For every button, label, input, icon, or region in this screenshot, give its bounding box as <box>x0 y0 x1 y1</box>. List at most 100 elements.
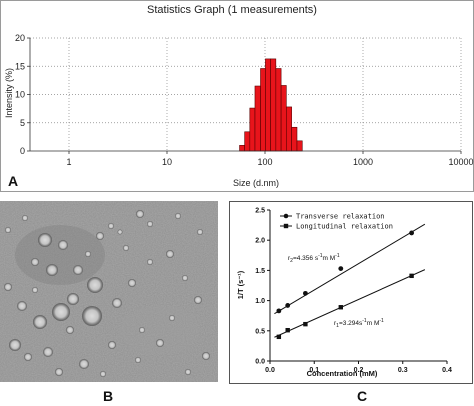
relaxivity-ytick-2: 1.0 <box>255 298 265 305</box>
particle-21 <box>147 259 153 265</box>
panel-label-c: C <box>357 388 367 404</box>
particle-19 <box>112 298 122 308</box>
dls-x-tick-labels: 1 10 100 1000 10000 <box>66 157 473 167</box>
particle-0 <box>38 233 52 247</box>
particle-1 <box>58 240 68 250</box>
dls-axes <box>27 37 462 154</box>
legend-circle-marker <box>283 213 289 219</box>
dls-x-axis-label: Size (d.nm) <box>233 178 279 188</box>
relaxivity-x-axis-label: Concentration (mM) <box>307 369 378 378</box>
tem-micrograph <box>0 201 218 382</box>
particle-14 <box>17 301 27 311</box>
dls-ytick-1: 5 <box>20 118 25 128</box>
dls-xtick-2: 100 <box>257 157 272 167</box>
relaxivity-xtick-3: 0.3 <box>398 367 408 374</box>
point-longitudinal-0 <box>276 334 282 340</box>
particle-16 <box>24 353 32 361</box>
particle-23 <box>182 275 188 281</box>
legend-square-marker <box>283 223 289 229</box>
relaxivity-xtick-0: 0.0 <box>265 367 275 374</box>
particle-36 <box>185 369 191 375</box>
particle-13 <box>33 315 47 329</box>
particle-8 <box>46 264 58 276</box>
point-longitudinal-3 <box>338 305 343 310</box>
particle-4 <box>136 210 144 218</box>
dls-bar-8 <box>280 85 287 152</box>
particle-28 <box>108 341 116 349</box>
point-longitudinal-4 <box>409 273 414 279</box>
dls-gridlines <box>30 37 462 151</box>
particle-40 <box>139 327 145 333</box>
point-transverse-1 <box>285 303 291 308</box>
particle-34 <box>197 229 203 235</box>
point-transverse-0 <box>276 308 282 314</box>
particle-12 <box>52 303 70 321</box>
particle-24 <box>194 296 202 304</box>
relaxivity-legend: Transverse relaxation Longitudinal relax… <box>280 213 393 231</box>
dls-chart-title: Statistics Graph (1 measurements) <box>147 4 317 16</box>
dls-bar-0 <box>239 145 245 152</box>
r1-annotation: r1=3.294s-1m M-1 <box>334 318 384 329</box>
particle-9 <box>73 265 83 275</box>
particle-15 <box>9 339 21 351</box>
dls-bar-1 <box>244 131 251 152</box>
relaxivity-ytick-3: 1.5 <box>255 268 265 275</box>
dls-y-axis-label: Intensity (%) <box>4 68 14 118</box>
particle-22 <box>166 250 174 258</box>
r2-annotation: r2=4.356 s-1m M-1 <box>288 253 340 264</box>
relaxivity-xtick-2: 0.2 <box>354 367 364 374</box>
dls-xtick-4: 10000 <box>448 157 473 167</box>
particle-38 <box>85 251 91 257</box>
panel-label-b: B <box>103 388 113 404</box>
particle-30 <box>55 368 63 376</box>
dls-bar-10 <box>291 126 298 152</box>
relaxivity-ytick-4: 2.0 <box>255 238 265 245</box>
particle-11 <box>67 293 79 305</box>
dls-bar-3 <box>254 85 261 152</box>
dls-bar-2 <box>249 107 256 152</box>
relaxivity-ytick-1: 0.5 <box>255 328 265 335</box>
particle-26 <box>156 339 164 347</box>
particle-37 <box>123 245 129 251</box>
particle-35 <box>202 352 210 360</box>
fit-line-0 <box>274 223 426 315</box>
dls-ytick-4: 20 <box>15 33 25 43</box>
dls-bar-9 <box>286 106 292 152</box>
particle-31 <box>4 283 12 291</box>
point-transverse-2 <box>303 290 308 296</box>
point-longitudinal-1 <box>285 327 290 333</box>
relaxivity-ytick-5: 2.5 <box>255 208 265 215</box>
particle-6 <box>175 213 181 219</box>
dls-xtick-3: 1000 <box>353 157 373 167</box>
particle-10 <box>87 277 103 293</box>
panel-a-frame <box>0 0 474 192</box>
particle-32 <box>5 227 11 233</box>
particle-20 <box>128 279 136 287</box>
relaxivity-xtick-1: 0.1 <box>309 367 319 374</box>
particle-33 <box>22 215 28 221</box>
dls-bar-6 <box>270 58 277 152</box>
dls-bar-11 <box>296 140 303 152</box>
nanoparticles <box>4 210 210 377</box>
particle-5 <box>147 221 153 227</box>
dls-bar-5 <box>265 58 271 152</box>
point-longitudinal-2 <box>303 321 308 327</box>
point-transverse-4 <box>409 230 414 236</box>
dls-ytick-3: 15 <box>15 61 25 71</box>
relaxivity-xtick-4: 0.4 <box>442 367 452 374</box>
dls-bar-4 <box>260 68 266 152</box>
particle-17 <box>43 347 53 357</box>
panel-label-a: A <box>8 173 18 189</box>
relaxivity-axes <box>267 209 448 364</box>
particle-3 <box>108 223 114 229</box>
particle-2 <box>96 232 104 240</box>
fit-line-1 <box>274 269 426 338</box>
relaxivity-points <box>276 230 414 340</box>
dls-y-tick-labels: 0 5 10 15 20 <box>15 33 25 156</box>
particle-42 <box>66 326 74 334</box>
particle-29 <box>79 359 89 369</box>
dls-xtick-1: 10 <box>162 157 172 167</box>
relaxivity-fit-lines <box>274 223 426 338</box>
particle-25 <box>169 315 175 321</box>
relaxivity-ytick-0: 0.0 <box>255 359 265 366</box>
